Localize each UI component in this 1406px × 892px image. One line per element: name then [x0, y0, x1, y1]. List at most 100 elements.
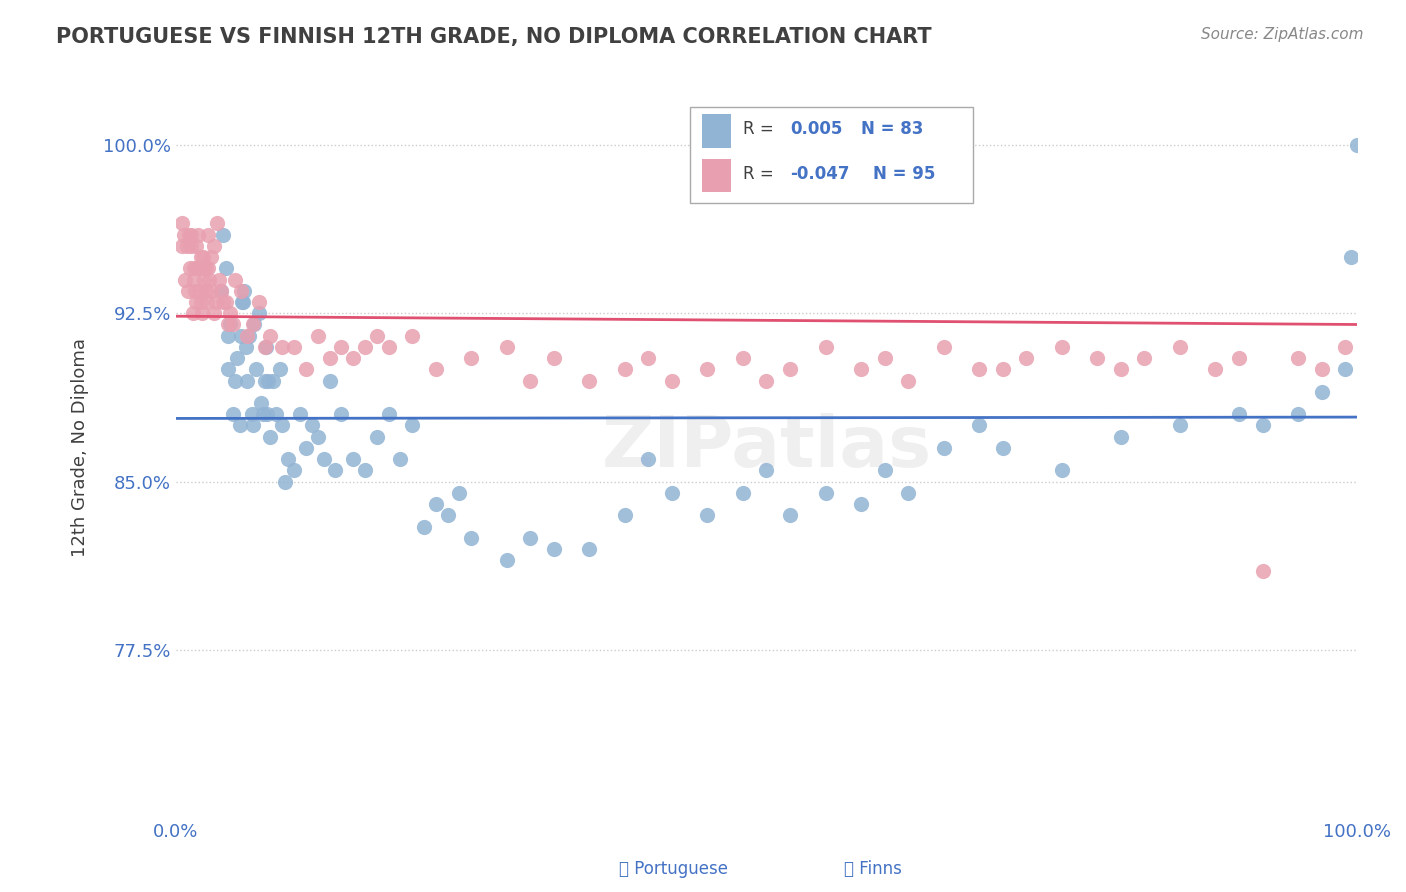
- Point: [209, 284, 232, 298]
- Point: [257, 374, 280, 388]
- Point: [240, 407, 263, 421]
- Point: [238, 328, 260, 343]
- Point: [243, 318, 266, 332]
- Point: [1251, 565, 1274, 579]
- Point: [661, 374, 683, 388]
- Point: [425, 497, 447, 511]
- Point: [873, 463, 896, 477]
- Point: [330, 407, 353, 421]
- Point: [188, 284, 211, 298]
- Point: [283, 340, 305, 354]
- Point: [271, 340, 294, 354]
- Point: [325, 463, 347, 477]
- Point: [1050, 463, 1073, 477]
- Point: [197, 261, 219, 276]
- Point: [177, 284, 200, 298]
- Point: [194, 284, 217, 298]
- Point: [236, 328, 259, 343]
- Point: [967, 362, 990, 376]
- Point: [295, 441, 318, 455]
- Point: [301, 418, 323, 433]
- Point: [219, 306, 242, 320]
- Point: [295, 362, 318, 376]
- Point: [413, 519, 436, 533]
- Point: [229, 418, 252, 433]
- Point: [779, 508, 801, 523]
- FancyBboxPatch shape: [702, 114, 731, 148]
- Point: [179, 261, 201, 276]
- Point: [342, 351, 364, 365]
- Text: PORTUGUESE VS FINNISH 12TH GRADE, NO DIPLOMA CORRELATION CHART: PORTUGUESE VS FINNISH 12TH GRADE, NO DIP…: [56, 27, 932, 46]
- Point: [425, 362, 447, 376]
- Point: [849, 497, 872, 511]
- Point: [1310, 384, 1333, 399]
- Point: [932, 340, 955, 354]
- Point: [217, 318, 239, 332]
- Point: [191, 250, 214, 264]
- Text: ⬜ Finns: ⬜ Finns: [844, 860, 901, 878]
- Point: [242, 318, 264, 332]
- Point: [262, 374, 284, 388]
- Text: ZIPatlas: ZIPatlas: [602, 414, 932, 483]
- Point: [354, 463, 377, 477]
- Point: [731, 351, 754, 365]
- Point: [318, 374, 340, 388]
- Point: [247, 295, 270, 310]
- Point: [1346, 137, 1368, 152]
- FancyBboxPatch shape: [702, 159, 731, 193]
- Point: [330, 340, 353, 354]
- Point: [307, 328, 329, 343]
- Point: [637, 351, 659, 365]
- Point: [214, 261, 236, 276]
- Point: [578, 374, 600, 388]
- Text: ⬜ Portuguese: ⬜ Portuguese: [619, 860, 728, 878]
- Point: [191, 306, 214, 320]
- Point: [186, 261, 208, 276]
- Point: [183, 272, 205, 286]
- Point: [318, 351, 340, 365]
- Point: [873, 351, 896, 365]
- Point: [991, 362, 1014, 376]
- Point: [195, 295, 218, 310]
- Point: [207, 272, 229, 286]
- Point: [495, 553, 517, 567]
- Point: [184, 284, 207, 298]
- Point: [613, 508, 636, 523]
- Point: [200, 250, 222, 264]
- Point: [460, 351, 482, 365]
- Point: [190, 250, 212, 264]
- Point: [377, 340, 399, 354]
- Point: [401, 418, 423, 433]
- Point: [190, 295, 212, 310]
- Point: [897, 374, 920, 388]
- Point: [232, 295, 254, 310]
- Point: [212, 295, 235, 310]
- Point: [176, 239, 198, 253]
- Point: [202, 306, 225, 320]
- Point: [235, 340, 257, 354]
- Point: [1085, 351, 1108, 365]
- Point: [366, 328, 388, 343]
- Text: R =: R =: [742, 120, 779, 138]
- Point: [277, 452, 299, 467]
- Point: [1334, 340, 1357, 354]
- Point: [283, 463, 305, 477]
- Point: [1286, 351, 1309, 365]
- Point: [214, 295, 236, 310]
- Point: [849, 362, 872, 376]
- Point: [205, 295, 228, 310]
- Point: [242, 418, 264, 433]
- Point: [198, 272, 221, 286]
- Point: [271, 418, 294, 433]
- Point: [366, 430, 388, 444]
- Point: [174, 272, 197, 286]
- Point: [184, 239, 207, 253]
- Point: [187, 261, 209, 276]
- Point: [259, 328, 281, 343]
- Point: [253, 374, 276, 388]
- Point: [991, 441, 1014, 455]
- Point: [1310, 362, 1333, 376]
- Point: [1251, 418, 1274, 433]
- Point: [229, 284, 252, 298]
- Point: [217, 328, 239, 343]
